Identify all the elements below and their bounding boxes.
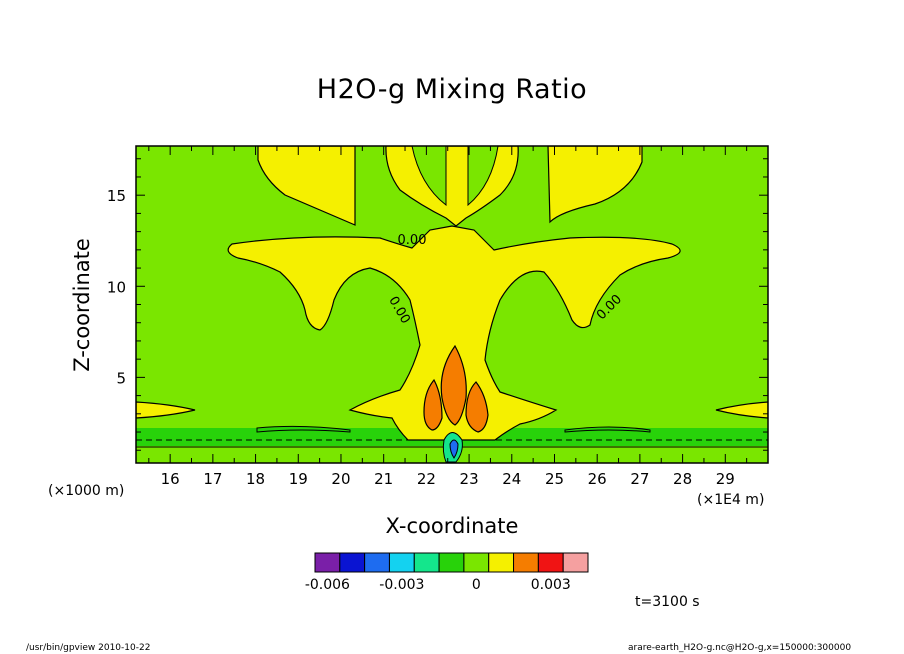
y-tick-labels: 5 10 15	[107, 187, 126, 387]
x-tick-label: 23	[460, 470, 479, 488]
colorbar-cell	[438, 552, 465, 573]
colorbar-cell	[562, 552, 589, 573]
contour-region-right-streak	[564, 426, 651, 433]
footer-left: /usr/bin/gpview 2010-10-22	[26, 643, 151, 653]
contour-region-upper-center-gap-right	[467, 146, 499, 207]
x-tick-label: 27	[630, 470, 649, 488]
y-tick-label: 10	[107, 278, 126, 296]
contour-region-upper-center-gap-left	[411, 146, 447, 207]
time-label: t=3100 s	[635, 594, 700, 610]
contour-label: 0.00	[398, 233, 427, 248]
x-tick-label: 16	[161, 470, 180, 488]
y-axis-label: Z-coordinate	[70, 238, 94, 372]
colorbar-cell	[413, 552, 440, 573]
colorbar-cell	[314, 552, 341, 573]
axis-ticks	[136, 146, 769, 463]
y-tick-label: 15	[107, 187, 126, 205]
x-tick-label: 22	[417, 470, 436, 488]
x-tick-label: 29	[716, 470, 735, 488]
contour-region-upper-left	[257, 146, 356, 226]
colorbar-cell	[513, 552, 539, 573]
x-tick-label: 26	[588, 470, 607, 488]
x-tick-label: 20	[331, 470, 350, 488]
x-axis-label: X-coordinate	[385, 514, 519, 538]
x-tick-label: 17	[203, 470, 222, 488]
contour-region-right-wedge	[715, 401, 768, 419]
x-tick-labels: 16 17 18 19 20 21 22 23 24 25 26 27 28 29	[161, 470, 735, 488]
colorbar-cell	[364, 552, 390, 573]
contour-region-core-left	[423, 378, 443, 431]
contour-region-plume	[227, 225, 681, 441]
colorbar-cell	[388, 552, 415, 573]
colorbar: -0.006 -0.003 0 0.003	[305, 552, 589, 593]
x-tick-label: 25	[545, 470, 564, 488]
x-tick-label: 24	[502, 470, 521, 488]
colorbar-tick-label: -0.003	[379, 577, 424, 593]
contour-field	[136, 146, 768, 463]
colorbar-cell	[463, 552, 490, 573]
colorbar-cell	[488, 552, 515, 573]
chart-title: H2O-g Mixing Ratio	[316, 74, 588, 105]
contour-region-left-streak	[256, 425, 351, 433]
contour-region-core-right	[465, 381, 489, 433]
contour-region-upper-right	[547, 146, 643, 224]
contour-region-core-center	[440, 344, 467, 426]
colorbar-tick-label: -0.006	[305, 577, 350, 593]
colorbar-tick-label: 0.003	[531, 577, 571, 593]
x-tick-label: 18	[246, 470, 265, 488]
colorbar-cell	[339, 552, 366, 573]
colorbar-tick-label: 0	[472, 577, 481, 593]
colorbar-cell	[537, 552, 564, 573]
x-unit-right: (×1E4 m)	[697, 492, 765, 508]
x-tick-label: 19	[289, 470, 308, 488]
y-tick-label: 5	[116, 369, 126, 387]
contour-region-surface-minimum	[449, 439, 459, 459]
contour-region-left-wedge	[136, 401, 196, 419]
x-tick-label: 21	[374, 470, 393, 488]
x-tick-label: 28	[673, 470, 692, 488]
footer-right: arare-earth_H2O-g.nc@H2O-g,x=150000:3000…	[628, 643, 852, 653]
x-unit-left: (×1000 m)	[48, 483, 125, 499]
